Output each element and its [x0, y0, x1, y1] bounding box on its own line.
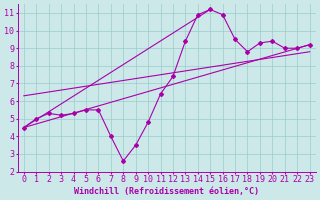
X-axis label: Windchill (Refroidissement éolien,°C): Windchill (Refroidissement éolien,°C): [74, 187, 259, 196]
